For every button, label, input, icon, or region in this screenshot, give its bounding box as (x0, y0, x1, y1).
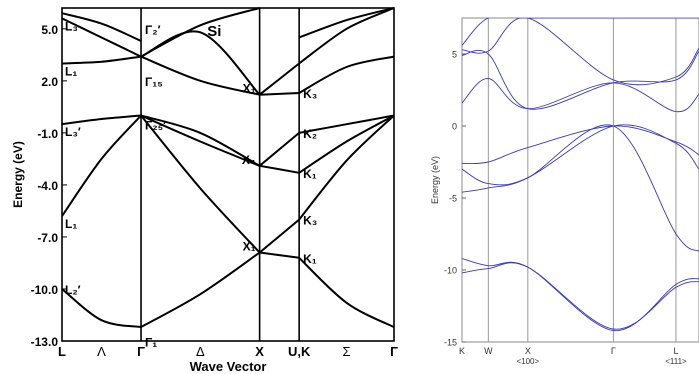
right-band-lines (462, 18, 699, 331)
right-y-tick-label-0: 5 (452, 50, 457, 60)
left-symmetry-annotation-14: K₁ (303, 167, 317, 181)
left-symmetry-annotation-6: Γ₁₅ (145, 75, 163, 89)
left-band-line-12 (140, 114, 261, 167)
left-band-line-6 (258, 218, 300, 254)
left-symmetry-annotation-7: Γ₂₅′ (145, 119, 166, 133)
right-band-line-3 (462, 124, 699, 186)
left-band-line-15 (61, 55, 142, 65)
right-y-tick-label-1: 0 (452, 122, 457, 132)
left-band-line-7 (298, 114, 395, 221)
left-x-axis-title: Wave Vector (190, 359, 267, 374)
left-y-axis-title: Energy (eV) (11, 141, 25, 208)
left-y-tick-label-2: -1.0 (37, 127, 58, 141)
left-k-point-label-7: Γ (390, 344, 398, 359)
right-y-tick-label-2: -5 (449, 194, 457, 204)
left-y-tick-label-1: 2.0 (41, 75, 58, 89)
left-band-line-16 (140, 55, 260, 96)
left-band-line-4 (61, 114, 142, 217)
left-band-line-8 (61, 114, 142, 126)
left-symmetry-annotation-13: K₂ (303, 127, 317, 141)
left-band-line-10 (259, 164, 300, 174)
left-band-line-9 (140, 114, 260, 167)
left-k-point-label-6: Σ (343, 344, 351, 359)
left-symmetry-annotation-9: X₁ (243, 82, 256, 96)
left-band-line-23 (140, 7, 260, 58)
right-k-point-label-4: L (673, 346, 678, 356)
left-band-line-14 (298, 114, 395, 134)
left-band-line-2 (259, 251, 300, 259)
right-y-tick-label-4: -15 (444, 338, 457, 348)
left-symmetry-annotation-3: L₁ (65, 217, 77, 231)
left-band-structure-chart: 5.0 2.0 -1.0 -4.0 -7.0 -10.0 -13.0L Λ Γ Δ X U,K Σ Γ Wa… (11, 7, 398, 374)
right-band-line-5 (462, 78, 699, 113)
left-symmetry-annotation-1: L₁ (65, 65, 77, 79)
left-band-line-21 (258, 62, 300, 96)
right-band-line-0 (462, 258, 699, 331)
left-band-line-17 (259, 92, 300, 96)
left-k-point-label-5: U,K (288, 344, 311, 359)
left-band-line-25 (61, 12, 142, 42)
right-k-direction-label-2: <100> (516, 357, 539, 366)
right-band-line-6 (462, 49, 699, 110)
right-band-line-4 (462, 125, 699, 165)
left-symmetry-annotation-4: L₂′ (65, 283, 81, 297)
left-band-line-18 (298, 55, 395, 94)
left-symmetry-annotation-10: X₄ (242, 153, 256, 167)
left-symmetry-annotation-8: Γ₁ (145, 335, 157, 349)
right-y-axis-title: Energy (eV) (430, 156, 440, 204)
left-symmetry-annotation-16: K₁ (303, 252, 317, 266)
left-symmetry-annotation-0: L₃ (65, 19, 78, 33)
left-plot-frame (61, 7, 395, 342)
left-symmetry-annotation-11: X₁ (243, 240, 256, 254)
left-band-line-22 (298, 7, 395, 65)
left-k-point-label-4: X (255, 344, 264, 359)
left-band-line-19 (61, 17, 142, 58)
left-y-tick-label-0: 5.0 (41, 23, 58, 37)
left-y-tick-label-4: -7.0 (37, 231, 58, 245)
right-y-tick-label-3: -10 (444, 266, 457, 276)
left-band-line-24 (298, 7, 395, 39)
left-band-line-11 (298, 114, 395, 174)
right-band-line-2 (462, 124, 699, 252)
left-band-line-5 (140, 114, 261, 254)
left-y-tick-label-6: -13.0 (31, 335, 59, 349)
right-k-point-label-0: K (459, 346, 465, 356)
left-band-line-0 (61, 288, 142, 329)
left-k-point-label-3: Δ (196, 344, 205, 359)
left-y-tick-label-3: -4.0 (37, 179, 58, 193)
right-k-point-label-1: W (484, 346, 493, 356)
right-plot-frame (461, 17, 699, 343)
left-symmetry-annotation-5: Γ₂′ (145, 23, 161, 37)
left-symmetry-annotation-2: L₃′ (65, 125, 81, 139)
right-k-point-label-2: X (525, 346, 531, 356)
left-k-point-label-0: L (58, 344, 66, 359)
right-band-line-8 (462, 18, 699, 46)
left-symmetry-annotation-12: K₃ (303, 87, 317, 101)
left-band-line-3 (298, 257, 395, 328)
right-k-direction-label-4: <111> (665, 357, 687, 366)
left-symmetry-annotation-15: K₃ (303, 214, 317, 228)
left-chart-title: Si (207, 23, 221, 40)
left-band-line-13 (258, 132, 300, 167)
right-k-point-label-3: Γ (611, 346, 616, 356)
left-band-line-1 (140, 251, 261, 328)
left-k-point-label-2: Γ (137, 344, 145, 359)
right-band-structure-chart: 5 0 -5 -10 -15K W X<100> Γ L<111> Energy (eV) (430, 17, 699, 366)
left-k-point-label-1: Λ (97, 344, 106, 359)
left-y-tick-label-5: -10.0 (31, 283, 59, 297)
right-band-line-7 (462, 18, 699, 86)
right-band-line-1 (462, 262, 699, 330)
